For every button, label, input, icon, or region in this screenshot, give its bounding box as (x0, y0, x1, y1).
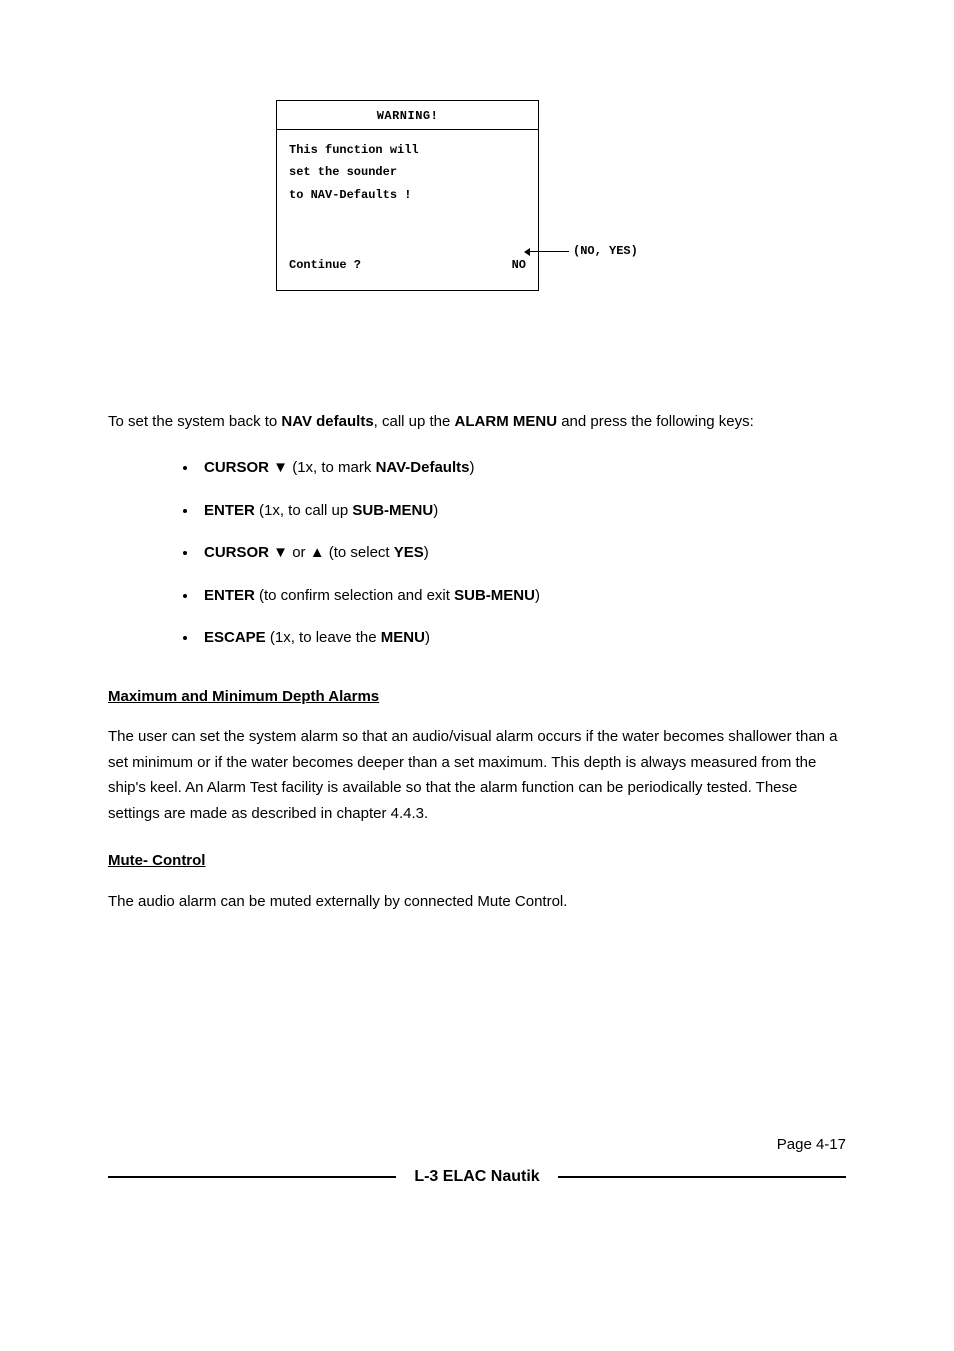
step-key: ENTER (204, 587, 255, 604)
footer-title: L-3 ELAC Nautik (396, 1165, 557, 1189)
step-text-mid: (to select (325, 544, 394, 561)
page-number: Page 4-17 (108, 1134, 846, 1157)
footer-rule-right (558, 1176, 846, 1178)
warning-line-3: to NAV-Defaults ! (289, 185, 526, 205)
step-target: MENU (381, 629, 425, 646)
step-target: YES (394, 544, 424, 561)
warning-dialog-group: WARNING! This function will set the soun… (276, 100, 846, 291)
step-text: (1x, to mark (288, 459, 376, 476)
step-key: CURSOR ▼ (204, 459, 288, 476)
arrow-left-icon (529, 251, 569, 252)
warning-dialog: WARNING! This function will set the soun… (276, 100, 539, 291)
annotation-arrow-group: (NO, YES) (529, 242, 638, 260)
step-item: ENTER (1x, to call up SUB-MENU) (198, 500, 846, 523)
step-text-end: ) (424, 544, 429, 561)
step-text: (1x, to leave the (266, 629, 381, 646)
step-text-end: ) (425, 629, 430, 646)
step-item: CURSOR ▼ or ▲ (to select YES) (198, 542, 846, 565)
mute-control-heading: Mute- Control (108, 850, 846, 873)
step-item: ENTER (to confirm selection and exit SUB… (198, 585, 846, 608)
depth-alarms-text: The user can set the system alarm so tha… (108, 724, 846, 826)
continue-value[interactable]: NO (512, 255, 526, 275)
warning-line-2: set the sounder (289, 162, 526, 182)
continue-label: Continue ? (289, 255, 361, 275)
depth-alarms-heading: Maximum and Minimum Depth Alarms (108, 686, 846, 709)
step-key: ESCAPE (204, 629, 266, 646)
step-text-end: ) (535, 587, 540, 604)
intro-bold-1: NAV defaults (281, 413, 373, 430)
step-key: CURSOR ▼ (204, 544, 288, 561)
warning-line-1: This function will (289, 140, 526, 160)
step-key-alt: ▲ (310, 544, 325, 561)
step-item: CURSOR ▼ (1x, to mark NAV-Defaults) (198, 457, 846, 480)
step-key: ENTER (204, 502, 255, 519)
step-text-end: ) (433, 502, 438, 519)
step-text-end: ) (469, 459, 474, 476)
annotation-label: (NO, YES) (573, 242, 638, 260)
step-target: NAV-Defaults (376, 459, 470, 476)
page-footer: Page 4-17 L-3 ELAC Nautik (108, 1134, 846, 1189)
intro-post: and press the following keys: (557, 413, 754, 430)
warning-continue-row: Continue ? NO (289, 255, 526, 275)
mute-control-text: The audio alarm can be muted externally … (108, 889, 846, 915)
step-text: or (288, 544, 310, 561)
intro-paragraph: To set the system back to NAV defaults, … (108, 411, 846, 434)
warning-body: This function will set the sounder to NA… (277, 130, 538, 290)
steps-list: CURSOR ▼ (1x, to mark NAV-Defaults) ENTE… (198, 457, 846, 650)
step-target: SUB-MENU (454, 587, 535, 604)
step-target: SUB-MENU (352, 502, 433, 519)
step-text: (1x, to call up (255, 502, 353, 519)
intro-pre: To set the system back to (108, 413, 281, 430)
warning-title: WARNING! (277, 101, 538, 130)
footer-line: L-3 ELAC Nautik (108, 1165, 846, 1189)
intro-mid: , call up the (374, 413, 455, 430)
step-item: ESCAPE (1x, to leave the MENU) (198, 627, 846, 650)
footer-rule-left (108, 1176, 396, 1178)
step-text: (to confirm selection and exit (255, 587, 454, 604)
intro-bold-2: ALARM MENU (455, 413, 558, 430)
